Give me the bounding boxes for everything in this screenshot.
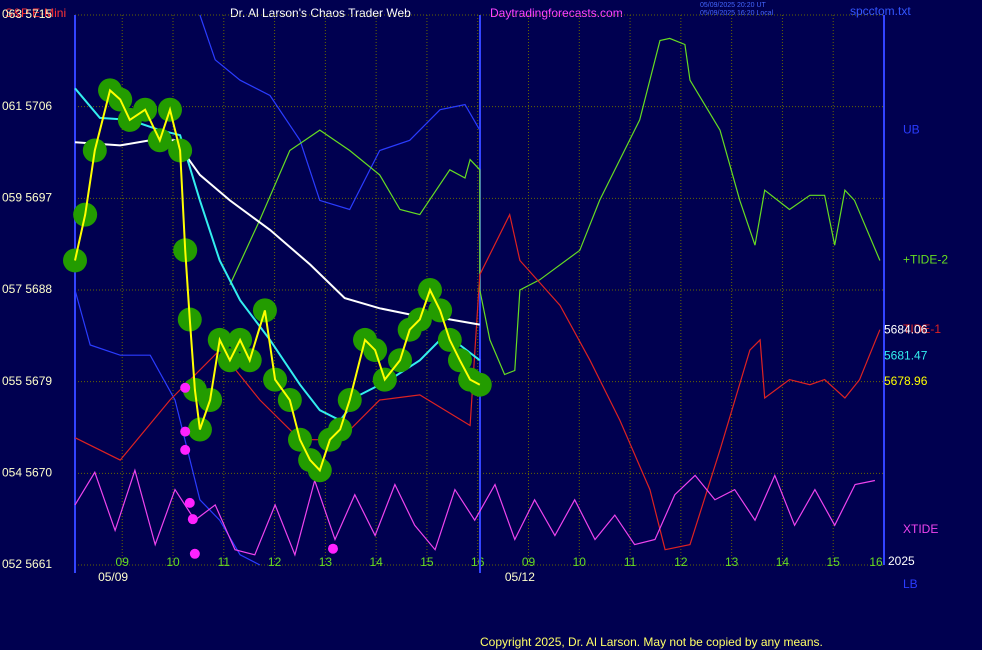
series-line xyxy=(74,88,481,473)
instrument: S&P E-Mini xyxy=(5,6,66,20)
marker xyxy=(184,497,195,508)
marker xyxy=(180,382,191,393)
x-tick-label: 14 xyxy=(369,555,383,569)
stamp-local: 05/09/2025 16:20 Local xyxy=(700,10,774,17)
y-tick-label: 054 5670 xyxy=(2,466,52,480)
legend-label: +TIDE-2 xyxy=(903,253,948,267)
series-line xyxy=(229,37,881,376)
stamp-ut: 05/09/2025 20:20 UT xyxy=(700,2,766,9)
y-tick-label: 052 5661 xyxy=(2,557,52,571)
x-tick-label: 11 xyxy=(218,555,231,569)
site-url: Daytradingforecasts.com xyxy=(490,6,623,20)
marker xyxy=(327,543,338,554)
y-tick-label: 055 5679 xyxy=(2,374,52,388)
x-tick-label: 14 xyxy=(776,555,790,569)
x-tick-label: 16 xyxy=(471,555,485,569)
year-label: 2025 xyxy=(888,554,915,568)
x-tick-label: 10 xyxy=(166,555,180,569)
last-value-label: 5681.47 xyxy=(884,349,928,363)
legend-label: TIDE-1 xyxy=(903,322,941,336)
x-date-label: 05/12 xyxy=(505,570,535,584)
legend-label: XTIDE xyxy=(903,522,938,536)
x-tick-label: 09 xyxy=(116,555,130,569)
series-line xyxy=(199,14,481,211)
x-tick-label: 09 xyxy=(522,555,536,569)
x-tick-label: 12 xyxy=(268,555,282,569)
file-name: spcctom.txt xyxy=(850,4,911,18)
last-value-label: 5678.96 xyxy=(884,374,928,388)
legend-label: LB xyxy=(903,577,918,591)
x-tick-label: 15 xyxy=(420,555,434,569)
x-tick-label: 16 xyxy=(869,555,883,569)
x-tick-label: 11 xyxy=(624,555,637,569)
marker xyxy=(187,514,198,525)
y-tick-label: 057 5688 xyxy=(2,282,52,296)
y-tick-label: 061 5706 xyxy=(2,99,52,113)
last-value-label: 5684.06 xyxy=(884,322,928,336)
series-line xyxy=(74,468,876,557)
copyright: Copyright 2025, Dr. Al Larson. May not b… xyxy=(480,635,823,649)
marker xyxy=(189,548,200,559)
x-tick-label: 13 xyxy=(319,555,333,569)
y-tick-label: 063 5715 xyxy=(2,7,52,21)
x-tick-label: 12 xyxy=(674,555,688,569)
x-tick-label: 15 xyxy=(827,555,841,569)
x-tick-label: 10 xyxy=(573,555,587,569)
site-title: Dr. Al Larson's Chaos Trader Web xyxy=(230,6,411,20)
legend-label: UB xyxy=(903,122,920,136)
series-line xyxy=(74,212,881,551)
marker xyxy=(180,426,191,437)
x-tick-label: 13 xyxy=(725,555,739,569)
x-date-label: 05/09 xyxy=(98,570,128,584)
series-line xyxy=(74,289,261,566)
marker xyxy=(180,444,191,455)
y-tick-label: 059 5697 xyxy=(2,191,52,205)
